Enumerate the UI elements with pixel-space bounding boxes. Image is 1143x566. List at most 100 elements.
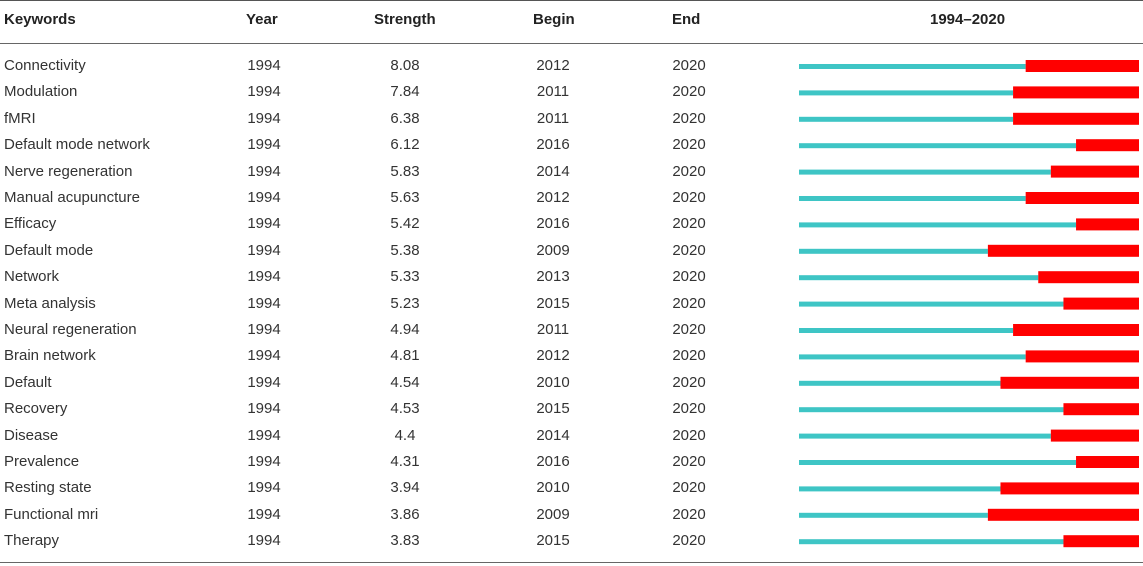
- begin-cell: 2014: [536, 426, 570, 444]
- keyword-cell: Default mode network: [4, 136, 150, 154]
- strength-cell: 6.12: [390, 136, 420, 154]
- keyword-cell: Default mode: [4, 241, 94, 259]
- keyword-cell: Neural regeneration: [4, 321, 137, 338]
- end-cell: 2020: [672, 109, 706, 127]
- keyword-cell: Brain network: [4, 347, 96, 365]
- end-cell: 2020: [672, 83, 706, 101]
- timeline-bar: [799, 328, 1014, 333]
- year-cell: 1994: [247, 109, 281, 127]
- timeline-bar: [799, 169, 1051, 175]
- timeline-bar: [799, 460, 1077, 465]
- begin-cell: 2015: [536, 294, 570, 312]
- strength-cell: 4.54: [390, 373, 420, 391]
- burst-bar: [1013, 112, 1139, 125]
- burst-bar: [987, 244, 1139, 257]
- timeline-bar: [799, 248, 988, 254]
- end-cell: 2020: [672, 321, 706, 338]
- timeline-bar: [799, 301, 1064, 307]
- begin-cell: 2010: [536, 479, 570, 497]
- keyword-cell: Nerve regeneration: [4, 162, 133, 180]
- timeline-bar: [799, 539, 1064, 545]
- strength-cell: 4.31: [390, 453, 420, 470]
- year-cell: 1994: [247, 136, 281, 154]
- header-end: End: [672, 11, 701, 28]
- strength-cell: 7.84: [390, 83, 420, 101]
- begin-cell: 2016: [536, 453, 570, 470]
- end-cell: 2020: [672, 215, 706, 233]
- end-cell: 2020: [672, 268, 706, 286]
- burst-bar: [987, 508, 1139, 521]
- keyword-cell: Connectivity: [4, 57, 86, 74]
- burst-bar: [1025, 60, 1139, 72]
- keyword-cell: Default: [4, 373, 52, 391]
- begin-cell: 2009: [536, 505, 570, 523]
- timeline-bar: [799, 433, 1051, 439]
- timeline-bar: [799, 143, 1077, 149]
- keyword-cell: Prevalence: [4, 453, 80, 470]
- begin-cell: 2011: [536, 321, 570, 338]
- end-cell: 2020: [672, 241, 706, 259]
- strength-cell: 4.81: [390, 347, 420, 365]
- year-cell: 1994: [247, 321, 281, 338]
- header-rule: [0, 43, 1143, 44]
- begin-cell: 2015: [536, 532, 570, 550]
- timeline-bar: [799, 512, 988, 518]
- header-year: Year: [246, 11, 278, 28]
- burst-bar: [1000, 482, 1139, 495]
- year-cell: 1994: [247, 426, 281, 444]
- strength-cell: 8.08: [390, 57, 420, 74]
- timeline-bar: [799, 380, 1001, 386]
- year-cell: 1994: [247, 83, 281, 101]
- end-cell: 2020: [672, 479, 706, 497]
- keyword-cell: Disease: [4, 426, 59, 444]
- keyword-cell: Manual acupuncture: [4, 189, 140, 206]
- strength-cell: 3.86: [390, 505, 420, 523]
- end-cell: 2020: [672, 162, 706, 180]
- year-cell: 1994: [247, 268, 281, 286]
- year-cell: 1994: [247, 241, 281, 259]
- end-cell: 2020: [672, 400, 706, 418]
- year-cell: 1994: [247, 479, 281, 497]
- begin-cell: 2011: [536, 83, 570, 101]
- begin-cell: 2011: [536, 109, 570, 127]
- burst-bar: [1013, 324, 1139, 336]
- timeline-bar: [799, 275, 1039, 281]
- keyword-cell: Resting state: [4, 479, 92, 497]
- strength-cell: 3.83: [390, 532, 420, 550]
- year-cell: 1994: [247, 373, 281, 391]
- strength-cell: 4.94: [390, 321, 420, 338]
- end-cell: 2020: [672, 505, 706, 523]
- year-cell: 1994: [247, 57, 281, 74]
- year-cell: 1994: [247, 347, 281, 365]
- burst-bar: [1013, 86, 1139, 99]
- begin-cell: 2015: [536, 400, 570, 418]
- keyword-cell: Modulation: [4, 83, 78, 101]
- keyword-cell: Therapy: [4, 532, 60, 550]
- strength-cell: 4.4: [394, 426, 416, 444]
- begin-cell: 2016: [536, 215, 570, 233]
- keyword-cell: Efficacy: [4, 215, 57, 233]
- begin-cell: 2012: [536, 189, 570, 206]
- header-strength: Strength: [374, 11, 436, 28]
- strength-cell: 5.23: [390, 294, 420, 312]
- burst-bar: [1050, 429, 1139, 442]
- end-cell: 2020: [672, 532, 706, 550]
- timeline-bar: [799, 486, 1001, 492]
- year-cell: 1994: [247, 453, 281, 470]
- header-keywords: Keywords: [4, 11, 76, 28]
- header-begin: Begin: [533, 11, 575, 28]
- year-cell: 1994: [247, 162, 281, 180]
- begin-cell: 2010: [536, 373, 570, 391]
- burst-bar: [1050, 165, 1139, 178]
- strength-cell: 5.38: [390, 241, 420, 259]
- keyword-cell: Network: [4, 268, 60, 286]
- end-cell: 2020: [672, 347, 706, 365]
- begin-cell: 2012: [536, 57, 570, 74]
- timeline-bar: [799, 116, 1014, 122]
- strength-cell: 6.38: [390, 109, 420, 127]
- begin-cell: 2009: [536, 241, 570, 259]
- burst-bar: [1000, 376, 1139, 389]
- begin-cell: 2014: [536, 162, 570, 180]
